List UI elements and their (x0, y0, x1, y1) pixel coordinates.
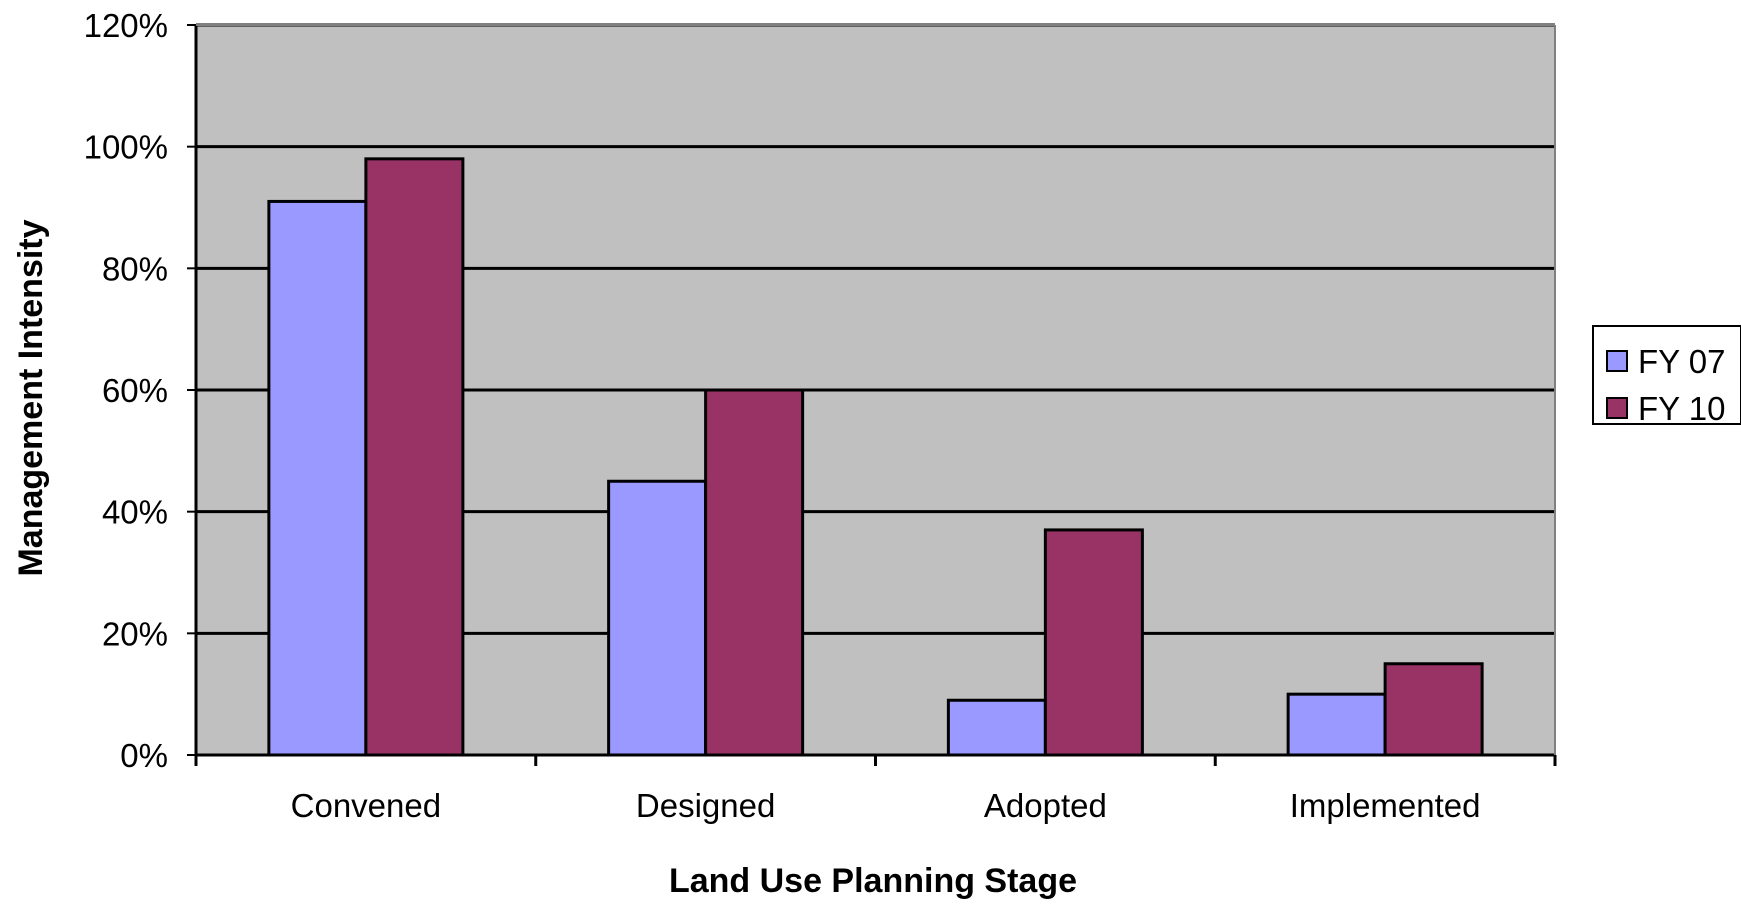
bar-implemented-fy-10 (1383, 662, 1484, 757)
y-tick-label: 0% (120, 737, 168, 774)
bar-adopted-fy-07 (946, 698, 1047, 757)
legend-label: FY 10 (1638, 390, 1725, 427)
bar-convened-fy-07 (267, 199, 368, 757)
y-tick-label: 120% (84, 7, 168, 44)
y-tick-label: 80% (102, 250, 168, 287)
y-axis-title: Management Intensity (12, 219, 50, 576)
bar-convened-fy-10 (364, 157, 465, 757)
bar-adopted-fy-10 (1043, 528, 1144, 757)
bar-implemented-fy-07 (1286, 692, 1387, 757)
x-tick-label: Convened (291, 787, 441, 824)
legend-label: FY 07 (1638, 343, 1725, 380)
bars (267, 157, 1484, 757)
legend-swatch (1606, 350, 1628, 372)
axes (187, 24, 1557, 766)
bar-designed-fy-10 (704, 388, 805, 757)
y-tick-labels: 0% 20% 40% 60% 80% 100% 120% (84, 7, 168, 774)
y-tick-label: 20% (102, 615, 168, 652)
x-tick-label: Adopted (984, 787, 1107, 824)
y-tick-label: 40% (102, 494, 168, 531)
x-tick-label: Designed (636, 787, 775, 824)
y-tick-label: 100% (84, 129, 168, 166)
x-tick-label: Implemented (1290, 787, 1481, 824)
y-tick-label: 60% (102, 372, 168, 409)
legend-swatch (1606, 397, 1628, 419)
x-axis-title: Land Use Planning Stage (669, 862, 1077, 899)
bar-designed-fy-07 (607, 479, 708, 757)
x-tick-labels: Convened Designed Adopted Implemented (291, 787, 1481, 824)
legend: FY 07 FY 10 (1592, 325, 1741, 427)
